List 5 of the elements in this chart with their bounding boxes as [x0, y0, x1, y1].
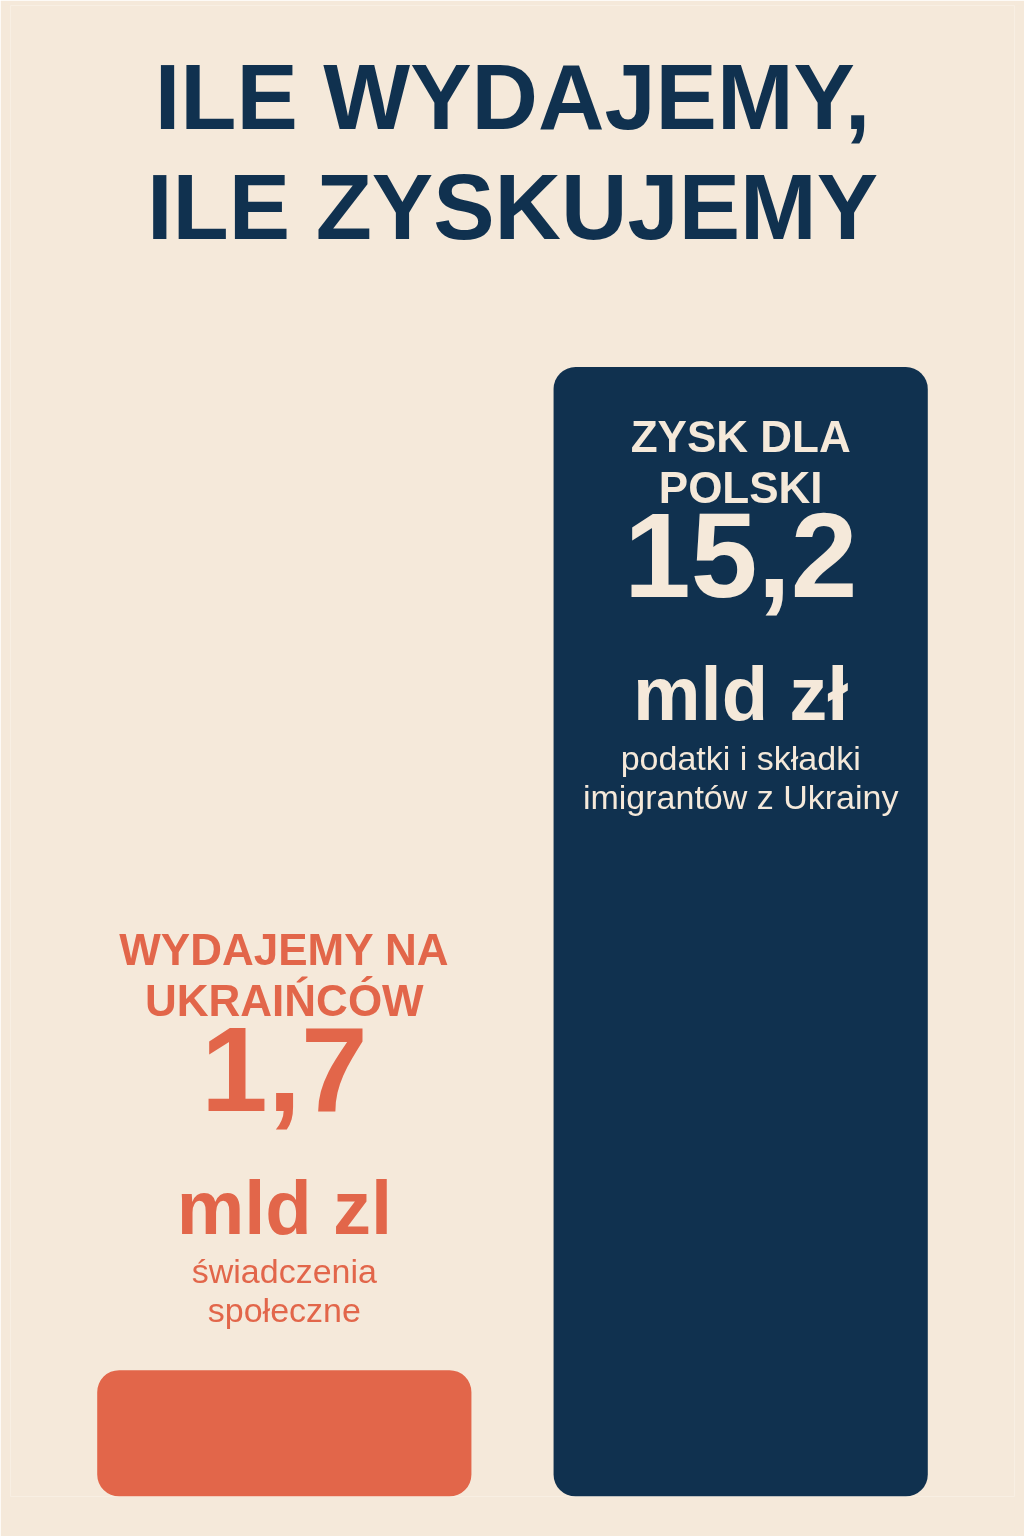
annotation: świadczenia społeczne	[191, 1251, 378, 1330]
chart-title: ILE WYDAJEMY, ILE ZYSKUJEMY	[146, 45, 879, 258]
annotation: podatki i składki imigrantów z Ukrainy	[582, 738, 899, 816]
annotation: mld zł	[633, 651, 849, 737]
annotation: mld zl	[176, 1164, 392, 1250]
